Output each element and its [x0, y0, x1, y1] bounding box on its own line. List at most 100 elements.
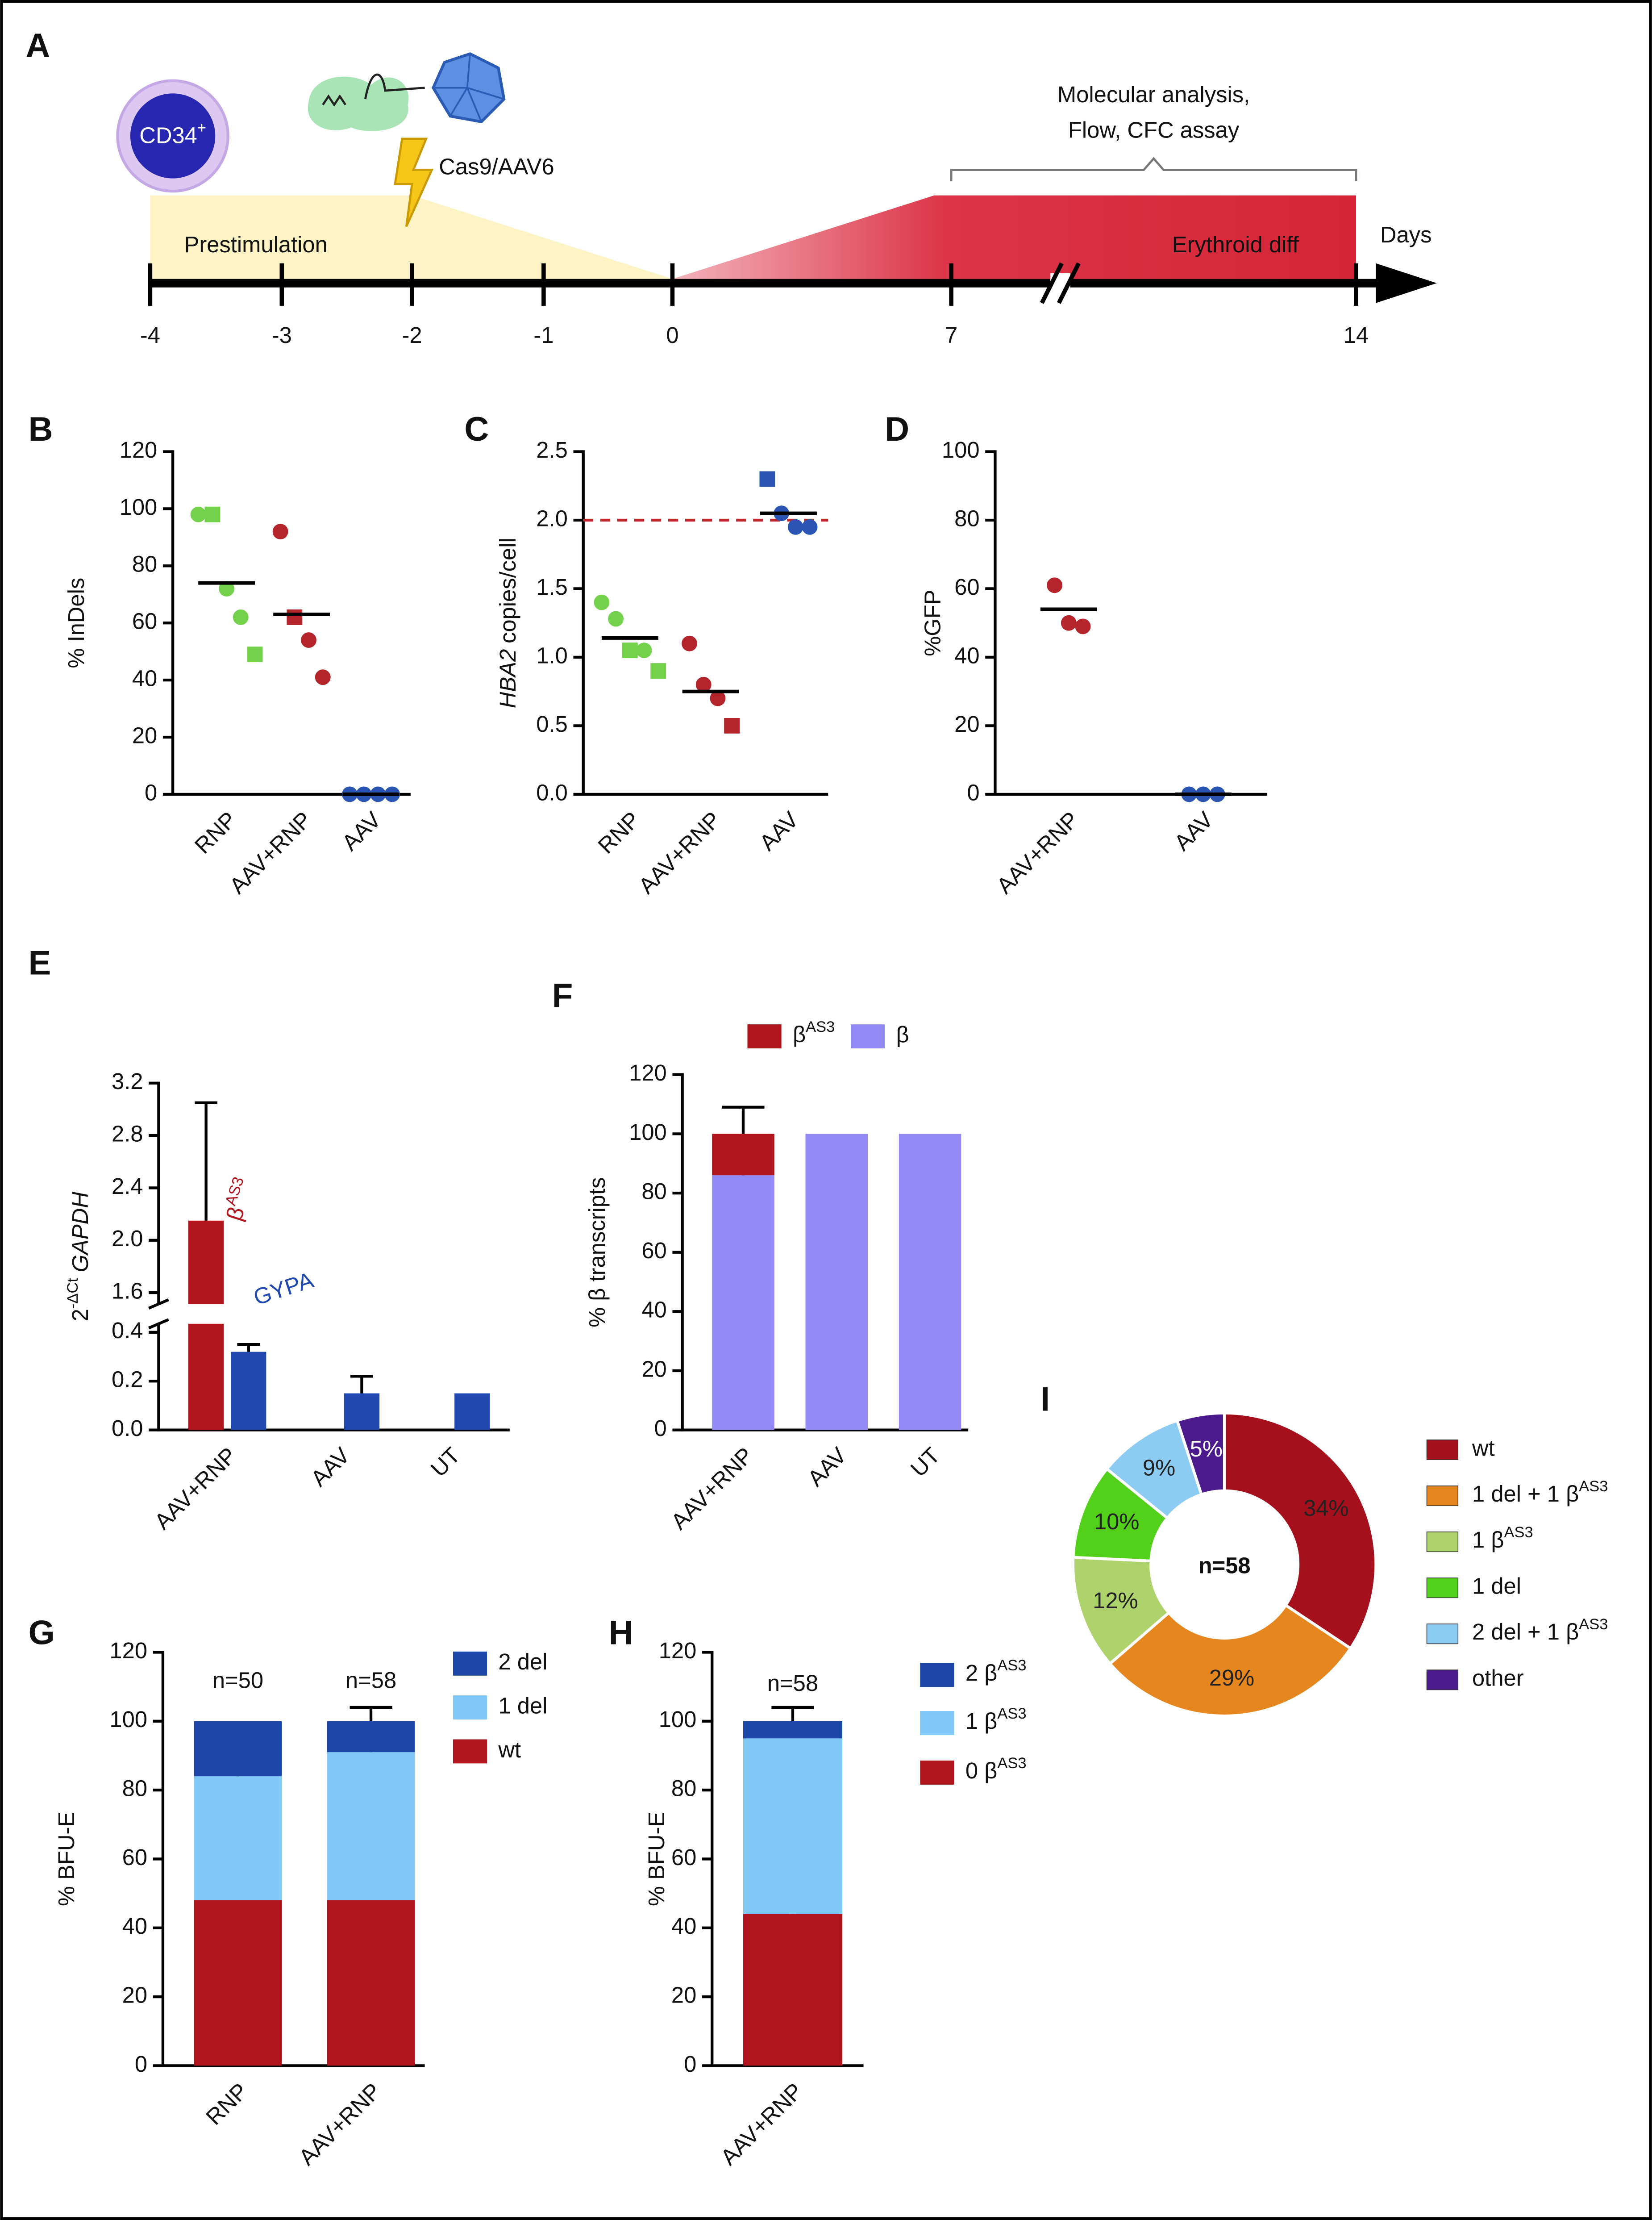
legend-label-part: AS3: [997, 1705, 1026, 1722]
y-tick-label: 60: [132, 609, 157, 634]
axis-break: [1040, 262, 1064, 304]
time-tick-label: 7: [945, 322, 957, 348]
y-tick-label: 60: [954, 574, 979, 600]
y-tick-label: 0: [967, 780, 979, 805]
legend-swatch: [453, 1695, 487, 1720]
y-tick-label: 20: [671, 1982, 696, 2007]
y-tick-label: 80: [641, 1178, 666, 1204]
brace: [950, 157, 1357, 181]
legend-label: β: [896, 1022, 909, 1047]
y-tick-label: 20: [954, 711, 979, 737]
y-tick-label: 0.5: [536, 711, 568, 737]
data-point: [710, 690, 726, 706]
time-tick-label: -2: [402, 322, 422, 348]
data-point: [272, 524, 288, 540]
legend-label: 1 del: [498, 1693, 547, 1719]
y-tick-label: 40: [641, 1297, 666, 1323]
center-label: n=58: [1198, 1553, 1251, 1578]
data-point: [190, 506, 206, 522]
axis-break: [148, 1318, 169, 1330]
y-tick-label: 0: [135, 2051, 147, 2077]
cell-label-part: CD34: [139, 123, 197, 148]
data-point: [219, 581, 235, 597]
legend-label-part: AS3: [1579, 1616, 1608, 1633]
cell-label-part: +: [197, 120, 206, 137]
legend-label-part: 0 β: [965, 1758, 997, 1783]
cas9-icon: [308, 76, 409, 131]
bar-segment: [327, 1900, 415, 2066]
y-tick-label: 40: [954, 643, 979, 668]
y-tick-label: 1.0: [536, 643, 568, 668]
legend-swatch: [1426, 1623, 1459, 1644]
legend-label-part: AS3: [1504, 1524, 1533, 1541]
data-point: [622, 643, 638, 659]
legend-swatch: [1426, 1531, 1459, 1552]
assay-label: Molecular analysis,: [1057, 82, 1250, 107]
legend-label-part: 2 del + 1 β: [1472, 1619, 1579, 1645]
y-tick-label: 60: [671, 1844, 696, 1870]
y-tick-label: 120: [109, 1638, 147, 1663]
data-point: [1075, 618, 1091, 634]
lightning: [394, 138, 434, 227]
y-tick-label: 60: [122, 1844, 147, 1870]
bar-segment: [805, 1134, 868, 1430]
legend-label: wt: [498, 1737, 521, 1762]
bar: [231, 1352, 266, 1430]
bar: [454, 1393, 490, 1430]
data-point: [759, 471, 775, 487]
bar: [188, 1220, 224, 1304]
time-tick-label: -4: [140, 322, 160, 348]
treatment-label: Cas9/AAV6: [439, 154, 554, 179]
legend-label: 2 del + 1 βAS3: [1472, 1616, 1608, 1644]
data-point: [233, 609, 249, 625]
bar-segment: [743, 1721, 842, 1739]
bar-lower: [188, 1323, 224, 1430]
y-tick-label: 80: [122, 1776, 147, 1801]
data-point: [1047, 577, 1063, 593]
y-tick-label: 0.0: [536, 780, 568, 805]
axis-label: Days: [1380, 222, 1432, 247]
legend-label: βAS3: [793, 1018, 835, 1047]
y-tick-label: 100: [942, 437, 980, 463]
legend-label-part: 2 β: [965, 1661, 997, 1686]
y-tick-label: 3.2: [112, 1068, 143, 1094]
cell-label: CD34+: [139, 120, 206, 148]
panel-label: E: [29, 944, 51, 982]
legend-label-part: AS3: [806, 1018, 835, 1035]
y-tick-label: 100: [629, 1119, 667, 1145]
data-point: [608, 611, 624, 627]
bar-segment: [327, 1721, 415, 1753]
bar-segment: [899, 1134, 961, 1430]
legend-swatch: [1426, 1440, 1459, 1461]
error-bar: [771, 1706, 814, 1721]
legend-label: 1 βAS3: [1472, 1524, 1533, 1552]
y-axis-label: HBA2 copies/cell: [495, 538, 520, 708]
data-point: [1061, 615, 1077, 631]
legend-label-part: 1 del + 1 β: [1472, 1481, 1579, 1506]
legend-swatch: [1426, 1669, 1459, 1690]
value-label: 29%: [1209, 1665, 1255, 1690]
legend-label: 1 del: [1472, 1573, 1521, 1599]
y-tick-label: 0: [684, 2051, 696, 2077]
y-axis-label-part: HBA2: [495, 649, 520, 709]
value-label: 12%: [1093, 1588, 1138, 1613]
bar-segment: [712, 1175, 774, 1430]
bar-segment: [194, 1721, 282, 1777]
assay-label: Flow, CFC assay: [1068, 117, 1240, 142]
time-tick-label: -3: [272, 322, 292, 348]
donut-slice: [1223, 1411, 1377, 1651]
y-axis-label: %GFP: [920, 590, 945, 656]
prestim-region: [150, 195, 673, 279]
legend-swatch: [850, 1024, 885, 1049]
legend-label-part: 1 β: [965, 1708, 997, 1734]
panel-label: D: [885, 410, 909, 448]
y-tick-label: 1.5: [536, 574, 568, 600]
n-label: n=50: [212, 1667, 263, 1693]
bar-segment: [743, 1914, 842, 2066]
y-tick-label: 2.0: [536, 505, 568, 531]
bar-segment: [194, 1776, 282, 1901]
y-tick-label: 120: [120, 437, 158, 463]
legend-swatch: [453, 1651, 487, 1676]
donut-slice: [1108, 1603, 1352, 1718]
